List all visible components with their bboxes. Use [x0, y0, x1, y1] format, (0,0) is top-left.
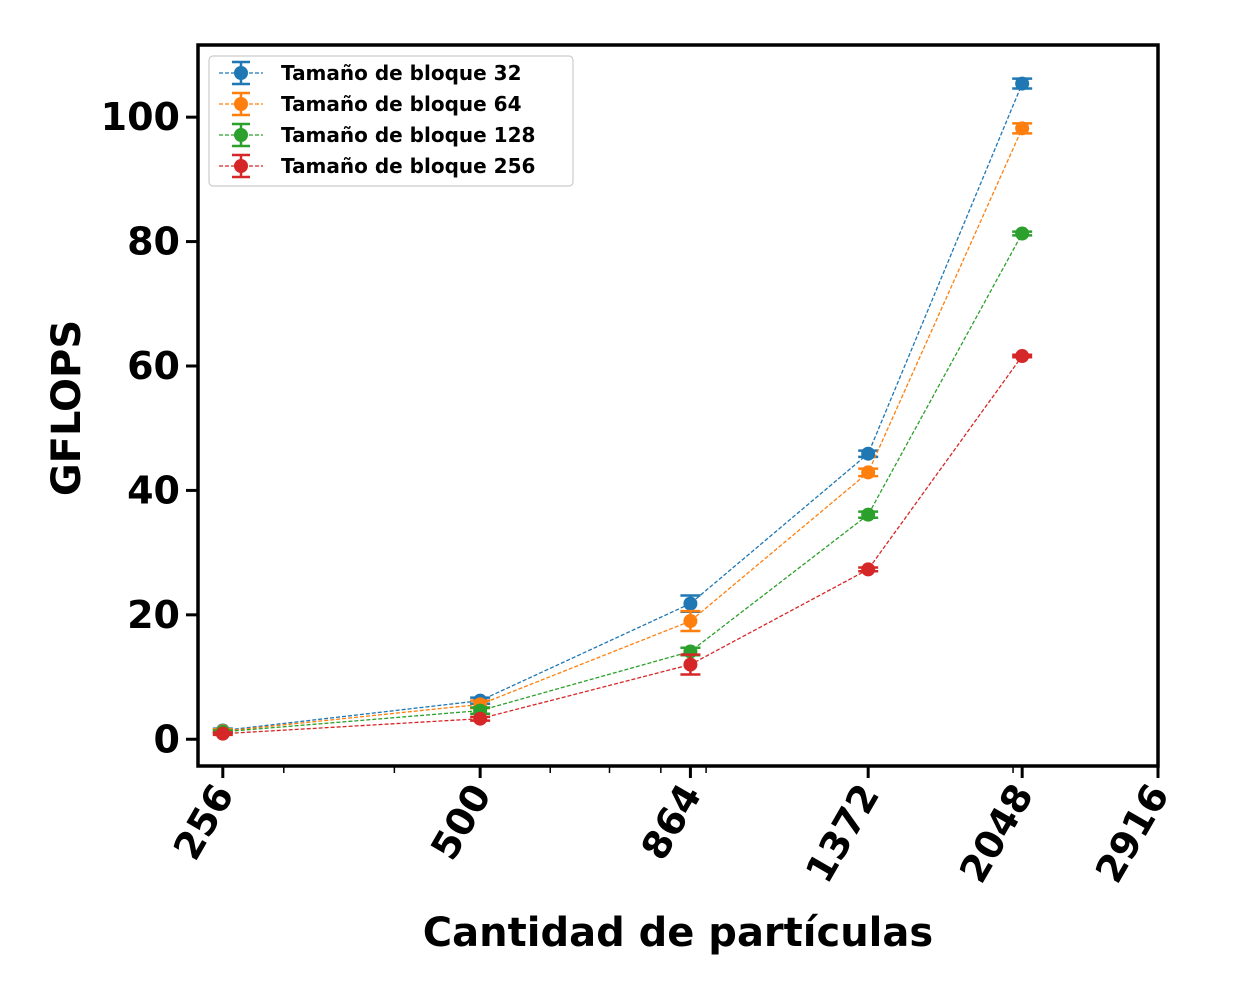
- legend-item: Tamaño de bloque 32: [219, 60, 522, 86]
- data-point: [683, 614, 698, 629]
- x-tick-label: 1372: [797, 777, 888, 891]
- y-tick-label: 100: [101, 95, 180, 139]
- series-3: [212, 226, 1033, 739]
- legend-item: Tamaño de bloque 256: [219, 153, 535, 179]
- legend-label: Tamaño de bloque 128: [281, 123, 535, 147]
- data-point: [473, 711, 488, 726]
- data-point: [861, 562, 876, 577]
- data-point: [215, 726, 230, 741]
- data-point: [683, 657, 698, 672]
- x-tick-label: 256: [165, 777, 243, 868]
- legend-marker: [234, 159, 248, 173]
- legend-label: Tamaño de bloque 64: [281, 92, 522, 116]
- legend: Tamaño de bloque 32 Tamaño de bloque 64 Ta…: [208, 55, 574, 187]
- series-line: [222, 355, 1023, 735]
- x-tick-label: 500: [422, 777, 500, 868]
- legend-label: Tamaño de bloque 32: [281, 61, 522, 85]
- x-tick-label: 2916: [1087, 777, 1178, 891]
- data-point: [1015, 76, 1030, 91]
- legend-item: Tamaño de bloque 128: [219, 122, 535, 148]
- series-2: [212, 121, 1033, 739]
- x-tick-label: 864: [632, 777, 710, 868]
- series-line: [222, 128, 1023, 732]
- legend-marker: [234, 97, 248, 111]
- y-axis-title: GFLOPS: [44, 320, 90, 496]
- x-axis-label: Cantidad de partículas: [423, 910, 933, 956]
- legend-box: [208, 55, 574, 187]
- data-point: [1015, 349, 1030, 364]
- data-point: [861, 465, 876, 480]
- legend-marker: [234, 66, 248, 80]
- legend-marker: [234, 128, 248, 142]
- x-tick-label: 2048: [951, 777, 1042, 891]
- series-4: [212, 349, 1033, 741]
- data-point: [1015, 226, 1030, 241]
- y-tick-label: 0: [154, 717, 180, 761]
- data-point: [683, 596, 698, 611]
- y-tick-label: 80: [127, 220, 180, 264]
- y-tick-label: 40: [127, 468, 180, 512]
- plot-frame: [196, 43, 1160, 768]
- y-tick-label: 20: [127, 593, 180, 637]
- plot-layer: 256 500 864 1372 2048 2916 0 20 40 60 80 100 Tamaño …: [101, 43, 1178, 891]
- legend-item: Tamaño de bloque 64: [219, 91, 522, 117]
- data-point: [861, 446, 876, 461]
- y-tick-label: 60: [127, 344, 180, 388]
- y-axis-label: GFLOPS: [44, 320, 90, 496]
- x-axis-title: Cantidad de partículas: [423, 910, 933, 956]
- series-line: [222, 233, 1023, 733]
- data-point: [861, 507, 876, 522]
- data-point: [1015, 121, 1030, 136]
- legend-label: Tamaño de bloque 256: [281, 154, 535, 178]
